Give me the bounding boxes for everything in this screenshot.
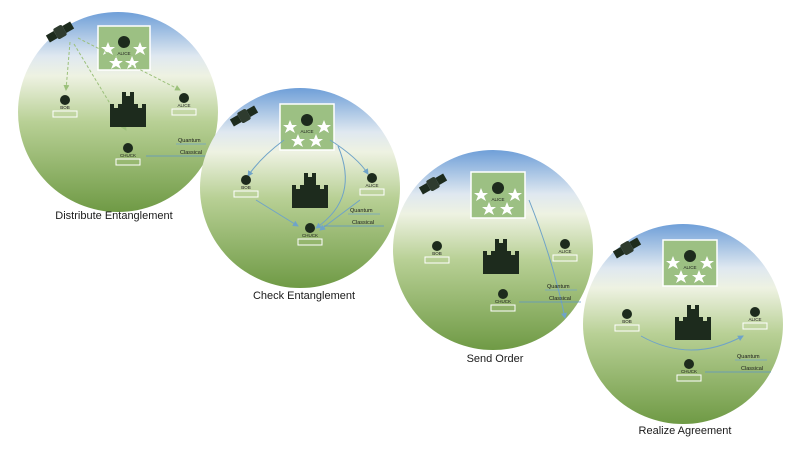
classical-channel-label: Classical	[352, 220, 374, 226]
qubit-register-icon	[676, 374, 702, 382]
quantum-channel-label: Quantum	[350, 208, 373, 214]
general-label-right: ALICE	[558, 249, 571, 254]
general-avatar-icon	[622, 309, 632, 319]
general-avatar-icon	[498, 289, 508, 299]
qubit-register-icon	[52, 110, 78, 118]
satellite-icon	[229, 105, 259, 127]
quantum-channel-label: Quantum	[547, 284, 570, 290]
check-arrow-alice	[329, 139, 369, 175]
general-avatar-icon	[305, 223, 315, 233]
general-label-left: BOB	[432, 251, 442, 256]
general-avatar-icon	[560, 239, 570, 249]
general-avatar-icon	[241, 175, 251, 185]
general-label-left: BOB	[622, 319, 632, 324]
stage-illustration: ALICE BOB ALICE CHUCK Quantum Classical	[583, 224, 783, 424]
commander-label: ALICE	[491, 197, 504, 202]
check-arrow-chuck	[315, 145, 346, 229]
qubit-register-icon	[552, 254, 578, 262]
general-avatar-icon	[684, 359, 694, 369]
commander-label: ALICE	[683, 265, 696, 270]
order-arrow	[528, 199, 567, 319]
general-label-right: ALICE	[177, 103, 190, 108]
classical-channel-label: Classical	[549, 296, 571, 302]
general-label-right: ALICE	[748, 317, 761, 322]
classical-channel-label: Classical	[741, 366, 763, 372]
commander-star-badge: ALICE	[470, 171, 526, 219]
qubit-register-icon	[115, 158, 141, 166]
general-label-right: ALICE	[365, 183, 378, 188]
general-avatar-icon	[60, 95, 70, 105]
qubit-register-icon	[490, 304, 516, 312]
castle-icon	[292, 173, 328, 208]
stage-caption: Realize Agreement	[638, 425, 732, 437]
entanglement-arrow-alice	[77, 37, 181, 91]
stage-caption: Send Order	[466, 353, 524, 365]
commander-label: ALICE	[117, 51, 130, 56]
classical-channel-label: Classical	[180, 150, 202, 156]
satellite-icon	[612, 237, 642, 259]
castle-icon	[483, 239, 519, 274]
general-avatar-icon	[123, 143, 133, 153]
general-label-bottom: CHUCK	[681, 369, 697, 374]
general-label-bottom: CHUCK	[495, 299, 511, 304]
castle-icon	[110, 92, 146, 127]
general-label-left: BOB	[241, 185, 251, 190]
qubit-register-icon	[742, 322, 768, 330]
stage-illustration: ALICE BOB ALICE CHUCK Quantum Classical	[18, 12, 218, 212]
check-arrow-alice-chuck	[319, 199, 361, 231]
satellite-icon	[418, 173, 448, 195]
stage-distribute-entanglement: ALICE BOB ALICE CHUCK Quantum Classical …	[18, 12, 218, 222]
check-arrow-bob-chuck	[255, 199, 299, 227]
stage-backdrop	[393, 150, 593, 350]
entanglement-arrow-bob	[63, 41, 71, 91]
check-arrow-bob	[247, 139, 285, 177]
commander-star-badge: ALICE	[279, 103, 335, 151]
stage-caption: Check Entanglement	[252, 290, 356, 302]
qubit-register-icon	[359, 188, 385, 196]
commander-star-badge: ALICE	[97, 25, 151, 71]
general-avatar-icon	[432, 241, 442, 251]
general-avatar-icon	[750, 307, 760, 317]
general-avatar-icon	[367, 173, 377, 183]
qubit-register-icon	[171, 108, 197, 116]
general-avatar-icon	[179, 93, 189, 103]
general-label-bottom: CHUCK	[120, 153, 136, 158]
quantum-channel-label: Quantum	[737, 354, 760, 360]
quantum-channel-label: Quantum	[178, 138, 201, 144]
commander-label: ALICE	[300, 129, 313, 134]
stage-send-order: ALICE BOB ALICE CHUCK Quantum Classical …	[393, 150, 593, 365]
agreement-arrow	[640, 335, 744, 351]
general-label-left: BOB	[60, 105, 70, 110]
stage-illustration: ALICE BOB ALICE CHUCK Quantum Classical	[200, 88, 400, 288]
stage-check-entanglement: ALICE BOB ALICE CHUCK Quantum Classical …	[200, 88, 400, 302]
qubit-register-icon	[233, 190, 259, 198]
general-label-bottom: CHUCK	[302, 233, 318, 238]
stage-realize-agreement: ALICE BOB ALICE CHUCK Quantum Classical …	[583, 224, 783, 437]
entanglement-arrow-chuck	[73, 43, 127, 131]
qubit-register-icon	[424, 256, 450, 264]
satellite-icon	[45, 21, 75, 43]
castle-icon	[675, 305, 711, 340]
stage-illustration: ALICE BOB ALICE CHUCK Quantum Classical	[393, 150, 593, 350]
qubit-register-icon	[614, 324, 640, 332]
commander-star-badge: ALICE	[662, 239, 718, 287]
qubit-register-icon	[297, 238, 323, 246]
stage-caption: Distribute Entanglement	[55, 210, 173, 222]
